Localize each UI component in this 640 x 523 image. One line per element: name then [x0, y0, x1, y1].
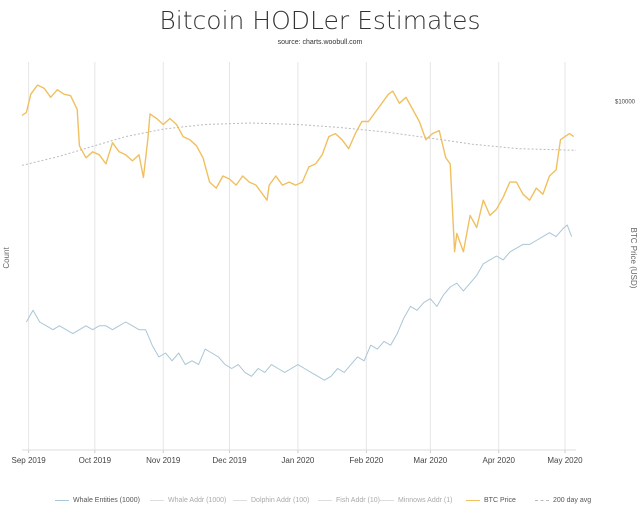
x-tick-label: Sep 2019	[11, 456, 46, 465]
x-tick-label: Apr 2020	[483, 456, 516, 465]
legend-label: Fish Addr (10)	[336, 497, 380, 504]
x-axis: Sep 2019 Oct 2019 Nov 2019 Dec 2019 Jan 2020…	[11, 449, 583, 465]
series-line-whale-entities-1000	[25, 224, 573, 381]
x-tick-label: Jan 2020	[281, 456, 314, 465]
legend-swatch	[466, 499, 480, 501]
chart-subtitle: source: charts.woobull.com	[277, 39, 363, 46]
legend-item[interactable]: Dolphin Addr (100)	[233, 494, 309, 508]
x-tick-label: Mar 2020	[413, 456, 447, 465]
chart-title: Bitcoin HODLer Estimates	[159, 6, 481, 35]
legend-swatch	[318, 499, 332, 501]
series-layer	[21, 84, 577, 381]
legend-item[interactable]: 200 day avg	[535, 494, 591, 508]
y-axis-left-label: Count	[2, 247, 11, 269]
x-tick-label: Oct 2019	[79, 456, 112, 465]
legend-item[interactable]: Fish Addr (10)	[318, 494, 380, 508]
legend-swatch	[150, 499, 164, 501]
legend-item[interactable]: Whale Addr (1000)	[150, 494, 226, 508]
legend-item[interactable]: Minnows Addr (1)	[380, 494, 452, 508]
x-tick-label: Feb 2020	[349, 456, 383, 465]
grid-lines	[28, 62, 566, 450]
legend-label: 200 day avg	[553, 497, 592, 504]
legend-item[interactable]: BTC Price	[466, 494, 516, 508]
legend-swatch	[535, 499, 549, 501]
series-line-btc-price	[21, 84, 575, 253]
right-axis: $10000	[615, 99, 636, 105]
legend-label: Whale Entities (1000)	[73, 497, 140, 504]
legend-label: BTC Price	[484, 497, 516, 504]
legend-label: Dolphin Addr (100)	[251, 497, 310, 504]
series-line-200-day-avg	[21, 122, 577, 166]
legend-swatch	[233, 499, 247, 501]
x-tick-label: Dec 2019	[212, 456, 247, 465]
chart-legend: Whale Entities (1000) Whale Addr (1000) Do…	[0, 494, 640, 510]
x-tick-label: Nov 2019	[146, 456, 181, 465]
x-tick-label: May 2020	[547, 456, 583, 465]
right-tick-label: $10000	[615, 99, 636, 105]
y-axis-right-label: BTC Price (USD)	[629, 228, 638, 289]
legend-label: Minnows Addr (1)	[398, 497, 453, 504]
legend-item[interactable]: Whale Entities (1000)	[55, 494, 140, 508]
legend-label: Whale Addr (1000)	[168, 497, 227, 504]
legend-swatch	[380, 499, 394, 501]
legend-swatch	[55, 499, 69, 501]
